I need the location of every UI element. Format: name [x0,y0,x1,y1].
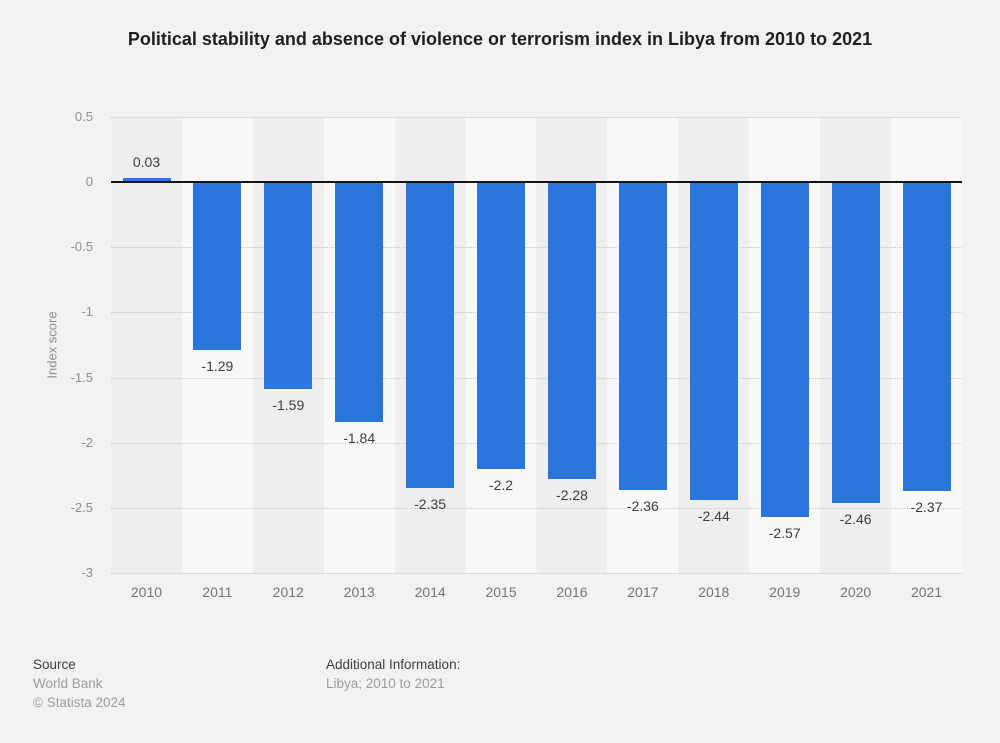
bar-2016 [548,182,596,480]
gridline [111,573,962,574]
x-axis-label: 2017 [627,584,659,600]
additional-info-label: Additional Information: [326,657,461,672]
x-axis-label: 2015 [485,584,517,600]
source-label: Source [33,657,76,672]
y-axis-tick-label: -3 [81,565,93,580]
x-axis-label: 2018 [698,584,730,600]
y-axis-tick-label: -0.5 [70,239,93,255]
bar-2017 [618,182,667,490]
bar-2019 [760,182,809,517]
x-axis-label: 2013 [343,584,375,600]
gridline [111,377,962,379]
additional-info-value: Libya; 2010 to 2021 [326,676,445,691]
gridline [111,312,962,314]
bar-value-label: -1.59 [272,397,305,414]
additional-info-block: Additional Information: Libya; 2010 to 2… [326,655,460,693]
bar-2014 [406,182,455,489]
bar-value-label: -2.35 [414,496,447,513]
source-value: World Bank [33,676,103,691]
y-axis-tick-label: -2 [81,434,93,450]
gridline [111,117,962,118]
bar-value-label: -2.57 [768,525,801,541]
bar-value-label: -2.37 [910,498,943,515]
x-axis-label: 2011 [202,584,233,600]
bar-value-label: -1.84 [343,429,376,446]
x-axis-label: 2019 [769,584,801,600]
gridline [111,442,962,444]
zero-axis-line [111,181,962,184]
bar-value-label: -1.29 [201,358,234,375]
bar-2010 [122,178,171,183]
x-axis-label: 2020 [840,584,872,600]
bar-value-label: -2.2 [488,476,514,493]
bar-value-label: -2.44 [697,508,730,524]
bar-2012 [264,182,313,390]
y-axis-tick-label: -2.5 [70,499,93,515]
x-axis-label: 2012 [272,584,304,600]
y-axis-tick-label: 0.5 [74,109,93,124]
bar-2013 [335,182,384,422]
bar-2020 [831,182,880,503]
bar-value-label: 0.03 [132,154,161,171]
y-axis: 0.5 0 -0.5 -1 -1.5 -2 -2.5 -3 [0,109,93,580]
plot-band [111,117,182,573]
bar-value-label: -2.28 [556,487,588,504]
bar-2021 [902,182,951,491]
x-axis-label: 2016 [556,584,588,600]
x-axis-label: 2021 [910,584,943,600]
gridline [111,507,962,509]
gridline [111,247,962,249]
y-axis-tick-label: -1.5 [70,369,93,385]
bar-2018 [689,182,738,500]
plot-area: 0.03 2010 -1.29 2011 -1.59 2012 -1.84 2013 -2.35… [111,117,962,600]
bar-2015 [477,182,525,469]
source-block: Source World Bank © Statista 2024 [33,655,126,712]
x-axis-label: 2010 [130,584,163,600]
copyright: © Statista 2024 [33,695,126,710]
y-axis-tick-label: 0 [85,174,93,190]
chart-title: Political stability and absence of viole… [127,29,873,49]
bar-2011 [193,182,242,351]
y-axis-tick-label: -1 [81,304,93,320]
x-axis-label: 2014 [414,584,446,600]
bar-value-label: -2.36 [626,497,659,514]
bar-value-label: -2.46 [839,510,872,527]
